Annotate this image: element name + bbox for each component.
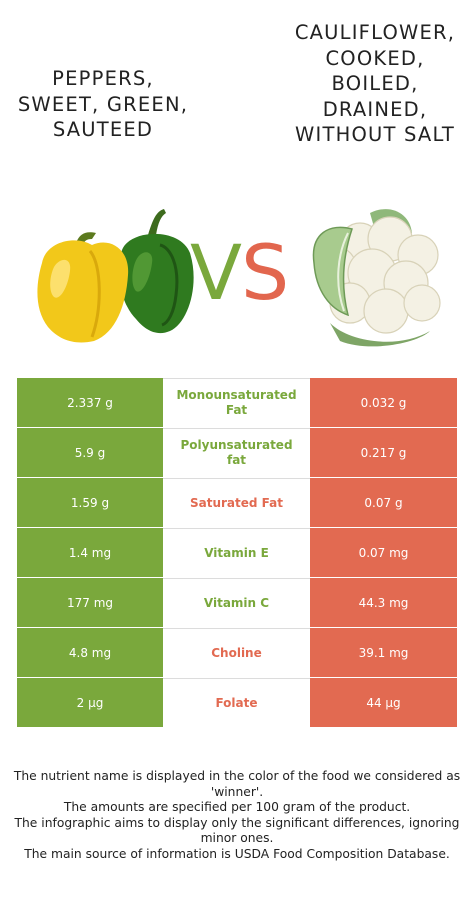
- left-value: 1.4 mg: [17, 528, 163, 577]
- nutrient-name: Saturated Fat: [163, 478, 310, 527]
- green-pepper-highlight: [132, 252, 153, 292]
- right-value: 39.1 mg: [310, 628, 457, 677]
- right-food-title: CAULIFLOWER, COOKED, BOILED, DRAINED, WI…: [294, 21, 456, 146]
- footer-note-source: The main source of information is USDA F…: [24, 846, 450, 861]
- nutrient-name: Polyunsaturated fat: [163, 428, 310, 477]
- table-row: 1.59 g Saturated Fat 0.07 g: [17, 478, 457, 528]
- footer-note-aims: The infographic aims to display only the…: [14, 815, 460, 846]
- left-food-title: PEPPERS, SWEET, GREEN, SAUTEED: [17, 67, 189, 141]
- green-pepper: [148, 209, 166, 235]
- vs-v: V: [190, 228, 242, 317]
- table-row: 177 mg Vitamin C 44.3 mg: [17, 578, 457, 628]
- table-row: 2 µg Folate 44 µg: [17, 678, 457, 728]
- green-pepper-body: [118, 233, 194, 334]
- green-pepper-lobe: [159, 243, 179, 327]
- left-value: 2 µg: [17, 678, 163, 727]
- right-value: 0.07 g: [310, 478, 457, 527]
- left-value: 2.337 g: [17, 378, 163, 427]
- nutrient-name: Monounsaturated Fat: [163, 378, 310, 427]
- nutrient-name: Choline: [163, 628, 310, 677]
- left-value: 5.9 g: [17, 428, 163, 477]
- peppers-image: [37, 209, 194, 343]
- table-row: 2.337 g Monounsaturated Fat 0.032 g: [17, 378, 457, 428]
- yellow-pepper-highlight: [50, 259, 71, 298]
- table-row: 1.4 mg Vitamin E 0.07 mg: [17, 528, 457, 578]
- footer-note-winner: The nutrient name is displayed in the co…: [13, 769, 461, 799]
- cauliflower-leaf-bottom: [330, 323, 430, 347]
- nutrient-name: Folate: [163, 678, 310, 727]
- right-value: 44.3 mg: [310, 578, 457, 627]
- nutrient-name: Vitamin E: [163, 528, 310, 577]
- cauliflower-leaf-vein: [337, 232, 349, 312]
- right-value: 0.032 g: [310, 378, 457, 427]
- vs-s: S: [241, 228, 289, 317]
- cauliflower-image: [312, 209, 441, 347]
- comparison-table: 2.337 g Monounsaturated Fat 0.032 g 5.9 g Po…: [17, 378, 457, 728]
- vs-label: VS: [190, 233, 289, 313]
- footer-notes: The nutrient name is displayed in the co…: [10, 769, 464, 862]
- table-row: 4.8 mg Choline 39.1 mg: [17, 628, 457, 678]
- footer-note-amounts: The amounts are specified per 100 gram o…: [63, 800, 411, 814]
- yellow-pepper-shade: [88, 250, 101, 338]
- left-value: 4.8 mg: [17, 628, 163, 677]
- right-value: 44 µg: [310, 678, 457, 727]
- left-value: 1.59 g: [17, 478, 163, 527]
- nutrient-name: Vitamin C: [163, 578, 310, 627]
- right-value: 0.07 mg: [310, 528, 457, 577]
- left-value: 177 mg: [17, 578, 163, 627]
- table-row: 5.9 g Polyunsaturated fat 0.217 g: [17, 428, 457, 478]
- right-value: 0.217 g: [310, 428, 457, 477]
